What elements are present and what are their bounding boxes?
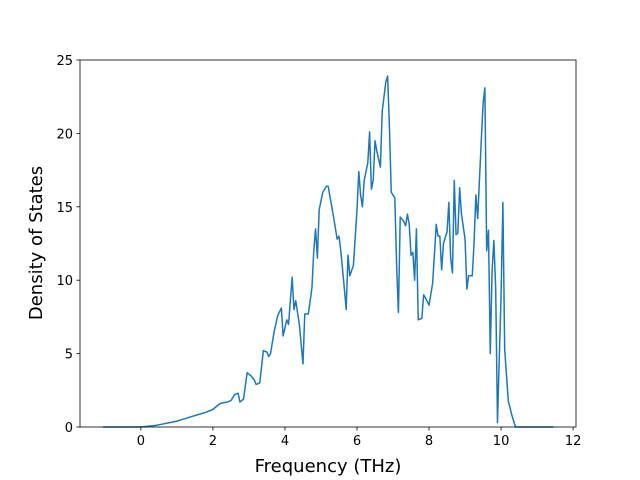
x-tick-label: 4 xyxy=(281,434,289,449)
line xyxy=(103,75,554,428)
x-tick-label: 2 xyxy=(209,434,217,449)
y-tick-label: 10 xyxy=(56,274,73,289)
y-tick-label: 25 xyxy=(56,54,73,69)
y-tick-label: 5 xyxy=(65,348,73,363)
x-axis-label: Frequency (THz) xyxy=(255,456,402,477)
y-tick-label: 0 xyxy=(65,421,73,436)
x-tick-label: 0 xyxy=(137,434,145,449)
y-tick-label: 15 xyxy=(56,201,73,216)
x-tick-label: 10 xyxy=(493,434,510,449)
x-tick-label: 6 xyxy=(353,434,361,449)
x-tick-label: 8 xyxy=(425,434,433,449)
plot-frame xyxy=(79,59,577,428)
x-tick-label: 12 xyxy=(565,434,582,449)
y-tick-label: 20 xyxy=(56,127,73,142)
y-axis-label: Density of States xyxy=(26,166,47,320)
